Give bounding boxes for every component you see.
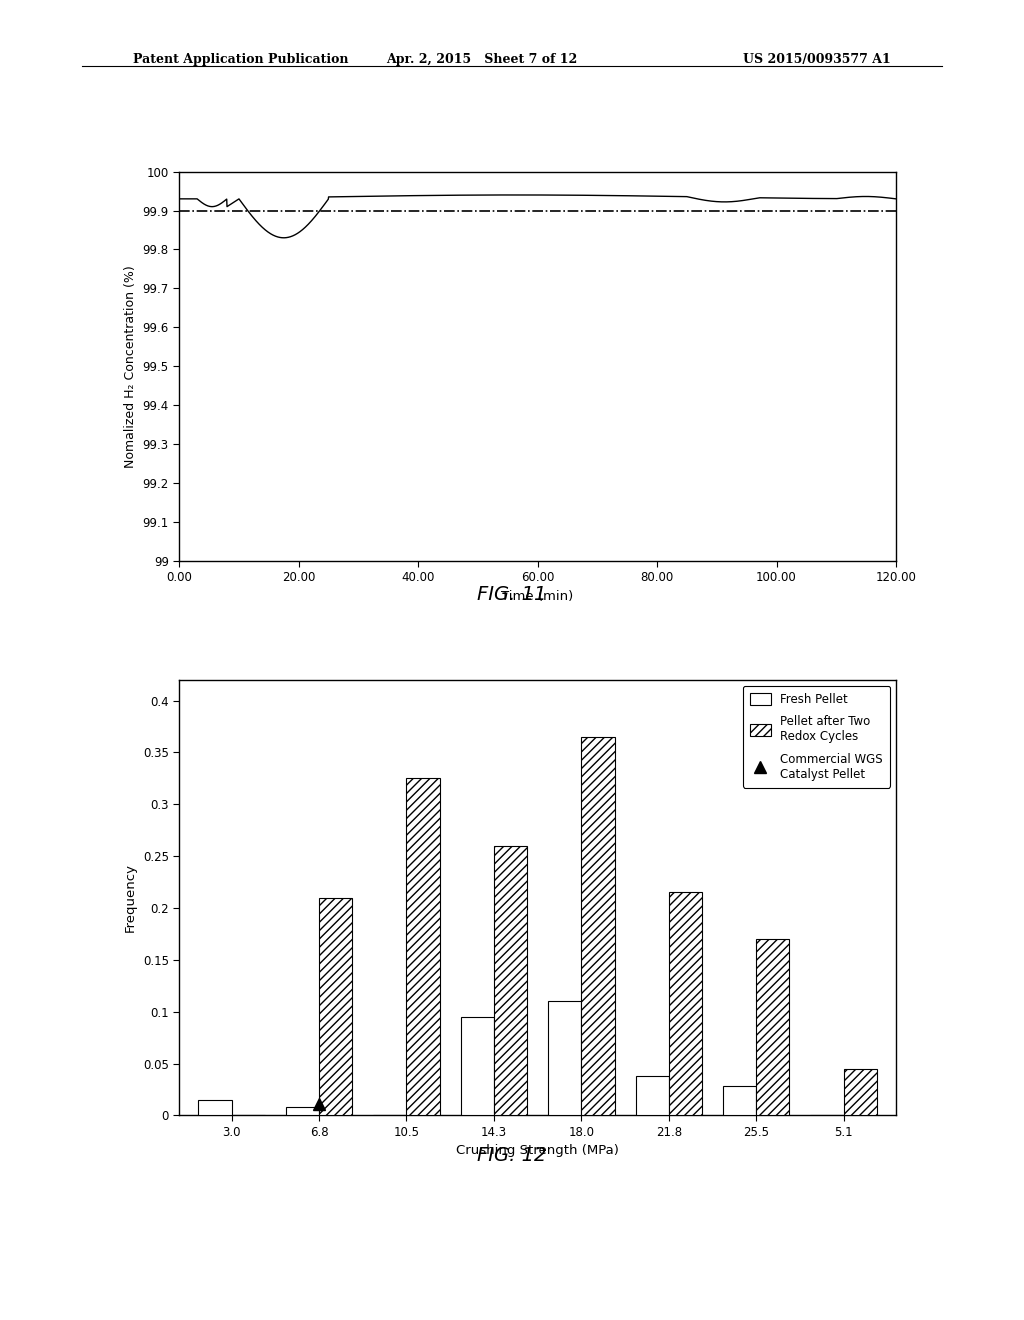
Text: Apr. 2, 2015   Sheet 7 of 12: Apr. 2, 2015 Sheet 7 of 12 — [386, 53, 577, 66]
Bar — [636, 1076, 669, 1115]
Bar — [844, 1069, 877, 1115]
X-axis label: Time (min): Time (min) — [502, 590, 573, 603]
Bar — [582, 737, 614, 1115]
Text: Patent Application Publication: Patent Application Publication — [133, 53, 348, 66]
Bar — [669, 892, 701, 1115]
Text: US 2015/0093577 A1: US 2015/0093577 A1 — [743, 53, 891, 66]
Bar — [199, 1100, 231, 1115]
Bar — [286, 1107, 319, 1115]
Bar — [723, 1086, 756, 1115]
Legend: Fresh Pellet, Pellet after Two
Redox Cycles, Commercial WGS
Catalyst Pellet: Fresh Pellet, Pellet after Two Redox Cyc… — [742, 685, 890, 788]
X-axis label: Crushing Strength (MPa): Crushing Strength (MPa) — [456, 1144, 620, 1158]
Text: FIG. 11: FIG. 11 — [477, 585, 547, 603]
Bar — [407, 779, 439, 1115]
Bar — [319, 898, 352, 1115]
Text: FIG. 12: FIG. 12 — [477, 1146, 547, 1164]
Bar — [461, 1016, 494, 1115]
Bar — [494, 846, 527, 1115]
Bar — [548, 1002, 582, 1115]
Y-axis label: Nomalized H₂ Concentration (%): Nomalized H₂ Concentration (%) — [124, 265, 137, 467]
Bar — [756, 939, 790, 1115]
Y-axis label: Frequency: Frequency — [124, 863, 137, 932]
